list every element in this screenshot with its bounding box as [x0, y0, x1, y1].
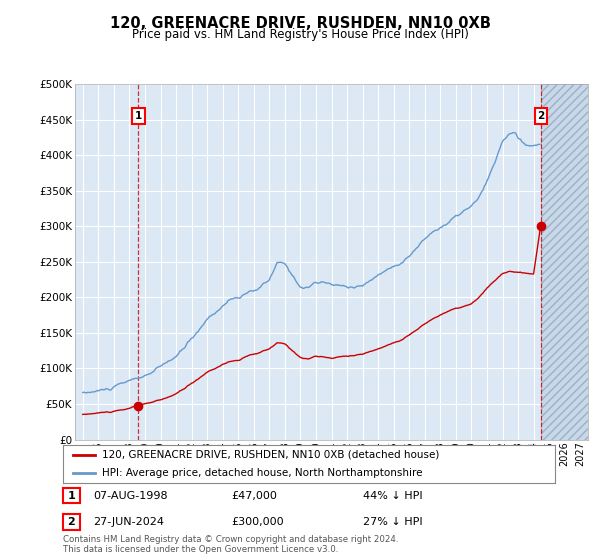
Text: Price paid vs. HM Land Registry's House Price Index (HPI): Price paid vs. HM Land Registry's House … [131, 28, 469, 41]
Text: 27-JUN-2024: 27-JUN-2024 [93, 517, 164, 527]
Text: £47,000: £47,000 [231, 491, 277, 501]
Text: 27% ↓ HPI: 27% ↓ HPI [363, 517, 422, 527]
Text: 2: 2 [538, 111, 545, 121]
Text: 120, GREENACRE DRIVE, RUSHDEN, NN10 0XB: 120, GREENACRE DRIVE, RUSHDEN, NN10 0XB [110, 16, 490, 31]
Text: £300,000: £300,000 [231, 517, 284, 527]
Text: Contains HM Land Registry data © Crown copyright and database right 2024.
This d: Contains HM Land Registry data © Crown c… [63, 535, 398, 554]
Text: 2: 2 [68, 517, 75, 527]
Text: 1: 1 [135, 111, 142, 121]
Text: 07-AUG-1998: 07-AUG-1998 [93, 491, 167, 501]
Text: HPI: Average price, detached house, North Northamptonshire: HPI: Average price, detached house, Nort… [103, 468, 423, 478]
Text: 44% ↓ HPI: 44% ↓ HPI [363, 491, 422, 501]
Text: 120, GREENACRE DRIVE, RUSHDEN, NN10 0XB (detached house): 120, GREENACRE DRIVE, RUSHDEN, NN10 0XB … [103, 450, 440, 460]
Bar [541, 84, 588, 440]
Text: 1: 1 [68, 491, 75, 501]
